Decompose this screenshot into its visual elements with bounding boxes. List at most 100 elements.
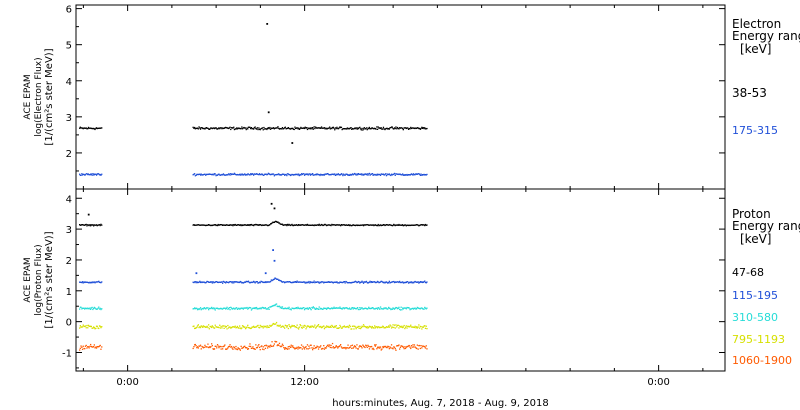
data-point — [285, 128, 287, 130]
data-point — [212, 224, 214, 226]
data-point — [348, 282, 350, 284]
data-point — [244, 224, 246, 226]
data-point — [201, 224, 203, 226]
data-point — [237, 347, 239, 349]
data-point — [278, 222, 280, 224]
data-point — [254, 282, 256, 284]
data-point — [386, 326, 388, 328]
data-point — [413, 173, 415, 175]
data-point — [227, 346, 230, 348]
data-point — [309, 347, 311, 349]
legend-title: Proton — [732, 207, 771, 221]
data-point — [241, 327, 243, 329]
data-point — [409, 174, 411, 176]
data-point — [84, 224, 87, 226]
data-point — [231, 308, 233, 310]
data-point — [196, 173, 199, 176]
data-point — [362, 282, 365, 284]
data-point — [328, 174, 330, 176]
data-point — [323, 307, 325, 309]
data-point — [230, 127, 233, 129]
data-point — [81, 308, 83, 310]
data-point — [354, 326, 357, 328]
data-point — [312, 127, 314, 129]
data-point — [247, 326, 250, 329]
data-point — [275, 174, 277, 176]
data-point — [210, 307, 212, 310]
data-point — [423, 345, 425, 348]
ylabel-line: [1/(cm²s ster MeV)] — [44, 48, 55, 145]
legend-entry: 795-1193 — [732, 333, 785, 346]
data-point — [96, 281, 98, 283]
data-point — [301, 224, 303, 226]
y-tick-label: 1 — [66, 287, 72, 298]
data-point — [395, 349, 397, 351]
data-point — [251, 224, 253, 226]
data-point — [303, 173, 305, 175]
data-point — [281, 281, 283, 283]
data-point — [388, 224, 390, 226]
data-point — [299, 307, 301, 310]
data-point — [84, 307, 87, 309]
data-point — [364, 307, 366, 309]
data-point — [312, 306, 314, 308]
data-point — [414, 346, 416, 348]
data-point — [252, 127, 254, 130]
legend-title: Electron — [732, 17, 781, 31]
data-point — [407, 307, 409, 309]
data-point — [264, 173, 266, 175]
data-point — [301, 307, 303, 310]
data-point — [200, 224, 202, 226]
data-point — [289, 224, 291, 226]
data-point — [283, 127, 285, 130]
data-point — [355, 347, 357, 349]
data-point — [325, 224, 327, 226]
data-point — [396, 281, 399, 283]
data-point — [225, 174, 227, 176]
data-point — [224, 325, 226, 327]
data-point — [295, 224, 298, 226]
data-point — [391, 126, 393, 128]
data-point — [248, 174, 250, 176]
data-point — [312, 326, 314, 328]
data-point — [386, 308, 388, 310]
data-point — [284, 347, 286, 349]
data-point — [331, 173, 334, 175]
data-point — [348, 307, 351, 309]
data-point — [383, 307, 385, 309]
data-point — [263, 224, 265, 226]
data-point — [81, 127, 83, 129]
y-tick-label: 6 — [66, 5, 72, 16]
data-point — [346, 326, 348, 328]
data-point — [420, 173, 422, 175]
data-point — [340, 326, 342, 328]
data-point — [265, 128, 267, 130]
data-point — [251, 173, 253, 175]
data-point — [98, 127, 101, 129]
data-point — [217, 326, 219, 328]
data-point — [243, 174, 245, 176]
data-point — [386, 173, 388, 175]
data-point — [334, 129, 336, 131]
data-point — [86, 347, 88, 349]
data-point — [338, 327, 340, 329]
data-point — [316, 281, 318, 283]
data-point — [236, 127, 238, 129]
data-point — [270, 223, 272, 225]
data-point — [397, 224, 399, 226]
data-point — [219, 128, 221, 130]
data-point — [365, 280, 368, 283]
data-point — [214, 345, 216, 347]
data-point — [201, 345, 203, 348]
data-point — [365, 127, 368, 129]
data-point-outlier — [272, 249, 274, 251]
data-point — [245, 128, 247, 131]
data-point — [362, 129, 364, 131]
data-point — [411, 346, 413, 348]
electron-frame — [75, 4, 726, 190]
data-point — [275, 127, 277, 129]
data-point — [317, 346, 319, 348]
data-point — [253, 307, 255, 309]
data-point — [248, 327, 250, 329]
data-point — [370, 173, 372, 175]
